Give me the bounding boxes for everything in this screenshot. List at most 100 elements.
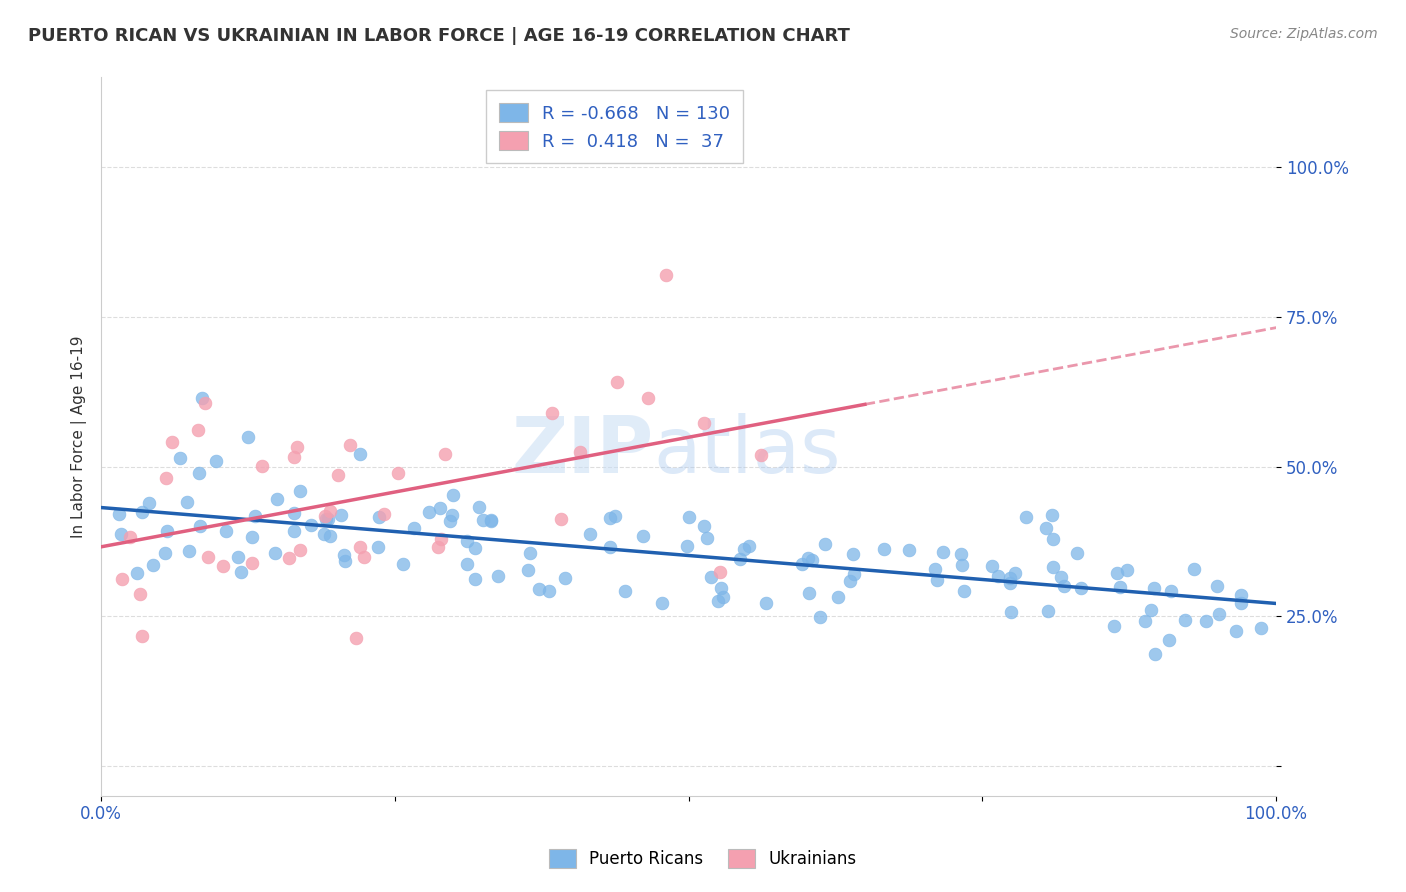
Point xyxy=(709,566,731,580)
Point xyxy=(550,512,572,526)
Point xyxy=(950,558,973,573)
Point xyxy=(1109,580,1132,594)
Point xyxy=(439,514,461,528)
Point xyxy=(1066,546,1088,560)
Legend: Puerto Ricans, Ukrainians: Puerto Ricans, Ukrainians xyxy=(543,843,863,875)
Y-axis label: In Labor Force | Age 16-19: In Labor Force | Age 16-19 xyxy=(72,335,87,538)
Point xyxy=(1157,632,1180,647)
Point xyxy=(160,434,183,449)
Point xyxy=(931,544,953,558)
Point xyxy=(827,590,849,604)
Point xyxy=(987,569,1010,583)
Point xyxy=(486,569,509,583)
Point xyxy=(315,512,337,526)
Point xyxy=(283,524,305,538)
Point xyxy=(429,500,451,515)
Point xyxy=(142,558,165,572)
Point xyxy=(441,488,464,502)
Point xyxy=(700,570,723,584)
Point xyxy=(738,540,761,554)
Point xyxy=(1042,532,1064,546)
Point xyxy=(188,466,211,480)
Point xyxy=(1133,614,1156,628)
Point xyxy=(240,556,263,570)
Point xyxy=(998,571,1021,585)
Point xyxy=(808,609,831,624)
Point xyxy=(728,552,751,566)
Point xyxy=(314,508,336,523)
Legend: R = -0.668   N = 130, R =  0.418   N =  37: R = -0.668 N = 130, R = 0.418 N = 37 xyxy=(486,90,742,163)
Point xyxy=(1174,613,1197,627)
Point xyxy=(749,448,772,462)
Point xyxy=(177,543,200,558)
Point xyxy=(519,546,541,560)
Point xyxy=(599,510,621,524)
Point xyxy=(1144,647,1167,661)
Point xyxy=(333,549,356,563)
Point xyxy=(599,540,621,554)
Point xyxy=(953,583,976,598)
Point xyxy=(368,509,391,524)
Point xyxy=(353,549,375,564)
Point xyxy=(110,527,132,541)
Point xyxy=(1160,584,1182,599)
Point xyxy=(710,581,733,595)
Point xyxy=(344,631,367,645)
Point xyxy=(349,541,371,555)
Point xyxy=(637,391,659,405)
Point xyxy=(191,392,214,406)
Point xyxy=(108,508,131,522)
Point xyxy=(1229,588,1251,602)
Point xyxy=(838,574,860,588)
Point xyxy=(326,468,349,483)
Point xyxy=(606,375,628,389)
Point xyxy=(1053,579,1076,593)
Point xyxy=(319,529,342,543)
Point xyxy=(264,546,287,560)
Point xyxy=(252,459,274,474)
Point xyxy=(427,540,450,554)
Point xyxy=(187,423,209,437)
Point xyxy=(925,573,948,587)
Point xyxy=(329,508,352,522)
Point xyxy=(138,496,160,510)
Point xyxy=(1250,621,1272,635)
Point xyxy=(790,557,813,571)
Point xyxy=(813,537,835,551)
Point xyxy=(319,504,342,518)
Point xyxy=(277,550,299,565)
Point xyxy=(120,530,142,544)
Point xyxy=(456,558,478,572)
Point xyxy=(156,524,179,539)
Point xyxy=(367,541,389,555)
Text: ZIP: ZIP xyxy=(512,413,654,489)
Point xyxy=(711,590,734,604)
Point xyxy=(236,430,259,444)
Point xyxy=(696,531,718,545)
Point xyxy=(229,565,252,579)
Point xyxy=(842,547,865,561)
Point xyxy=(897,543,920,558)
Point xyxy=(479,515,502,529)
Point xyxy=(197,549,219,564)
Point xyxy=(676,539,699,553)
Point xyxy=(733,542,755,557)
Point xyxy=(288,543,311,558)
Point xyxy=(314,527,336,541)
Point xyxy=(872,542,894,557)
Point xyxy=(349,448,371,462)
Point xyxy=(155,471,177,485)
Point xyxy=(131,629,153,643)
Point xyxy=(392,557,415,571)
Point xyxy=(215,524,238,538)
Point xyxy=(1070,581,1092,595)
Text: atlas: atlas xyxy=(654,413,841,489)
Point xyxy=(516,564,538,578)
Point xyxy=(801,553,824,567)
Point xyxy=(579,526,602,541)
Point xyxy=(402,520,425,534)
Point xyxy=(844,566,866,581)
Point xyxy=(125,566,148,581)
Text: PUERTO RICAN VS UKRAINIAN IN LABOR FORCE | AGE 16-19 CORRELATION CHART: PUERTO RICAN VS UKRAINIAN IN LABOR FORCE… xyxy=(28,27,851,45)
Point xyxy=(1040,508,1063,522)
